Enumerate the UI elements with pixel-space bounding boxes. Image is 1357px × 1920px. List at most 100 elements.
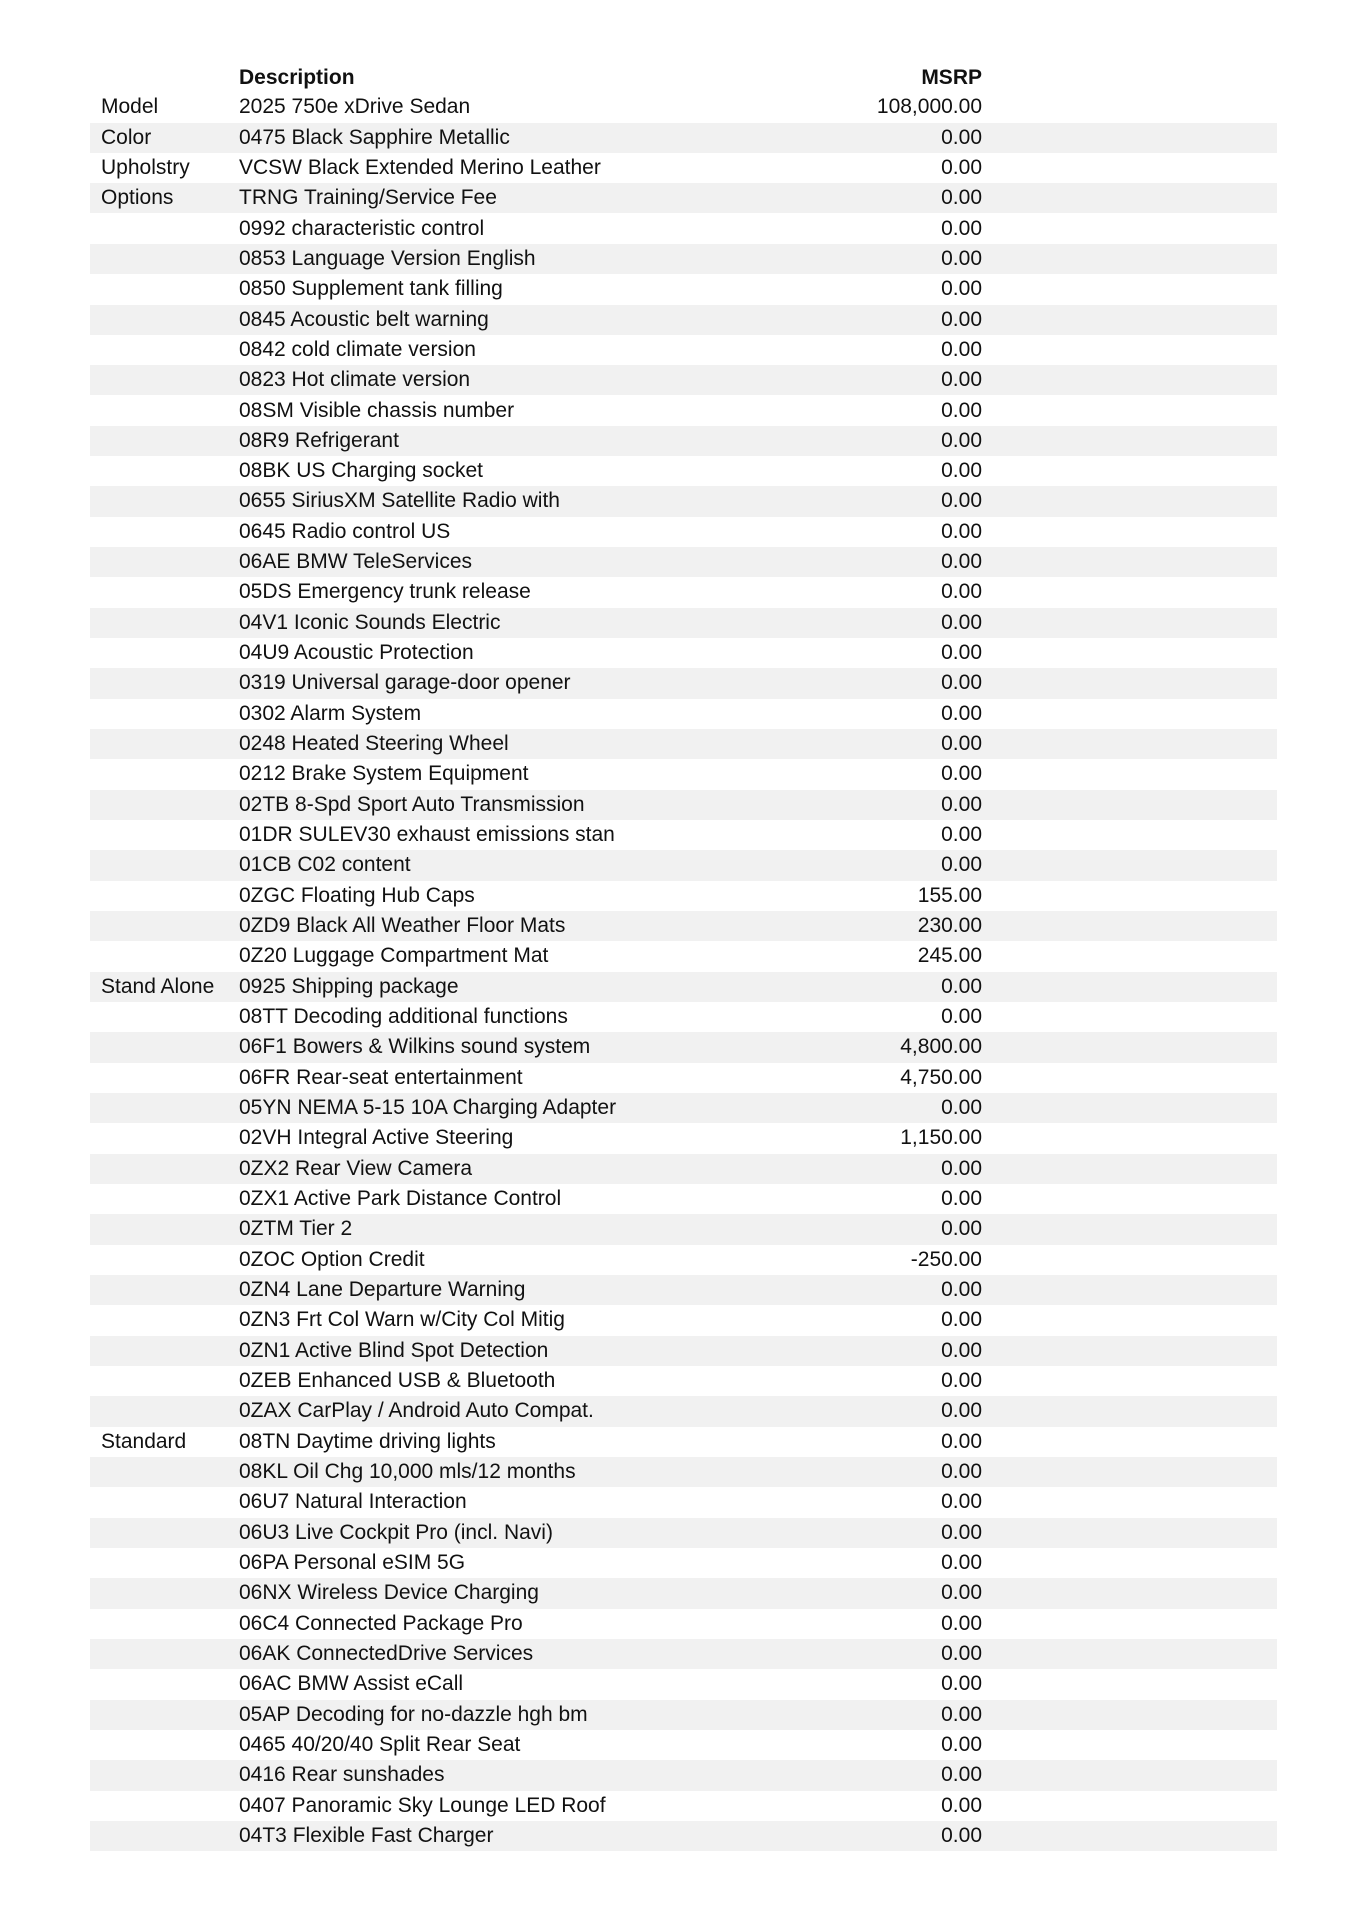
table-row: 0ZX1 Active Park Distance Control 0.00 xyxy=(90,1184,1277,1214)
table-row: Upholstry VCSW Black Extended Merino Leat… xyxy=(90,153,1277,183)
description: 0ZN1 Active Blind Spot Detection xyxy=(239,1338,549,1362)
msrp: 0.00 xyxy=(941,701,982,725)
msrp: 0.00 xyxy=(941,246,982,270)
msrp: 0.00 xyxy=(941,428,982,452)
table-row: 08SM Visible chassis number 0.00 xyxy=(90,396,1277,426)
description: 08R9 Refrigerant xyxy=(239,428,399,452)
msrp: 4,800.00 xyxy=(900,1035,982,1059)
table-row: 06NX Wireless Device Charging 0.00 xyxy=(90,1578,1277,1609)
category: Upholstry xyxy=(101,155,190,179)
table-row: Standard 08TN Daytime driving lights 0.00 xyxy=(90,1427,1277,1457)
description: 08BK US Charging socket xyxy=(239,459,483,483)
table-row: 02TB 8-Spd Sport Auto Transmission 0.00 xyxy=(90,789,1277,821)
table-row: 01CB C02 content 0.00 xyxy=(90,850,1277,881)
msrp: 0.00 xyxy=(941,489,982,513)
msrp: 0.00 xyxy=(941,1551,982,1575)
category: Color xyxy=(101,125,152,149)
table-row: 0212 Brake System Equipment 0.00 xyxy=(90,759,1277,789)
table-row: 06PA Personal eSIM 5G 0.00 xyxy=(90,1548,1277,1578)
description: 0ZAX CarPlay / Android Auto Compat. xyxy=(239,1399,594,1423)
header-msrp: MSRP xyxy=(921,66,982,89)
description: 06AC BMW Assist eCall xyxy=(239,1672,464,1696)
description: 0416 Rear sunshades xyxy=(239,1763,445,1787)
category: Stand Alone xyxy=(101,974,215,998)
description: 0645 Radio control US xyxy=(239,519,451,543)
msrp: 0.00 xyxy=(941,1369,982,1393)
category: Standard xyxy=(101,1429,187,1453)
msrp: 0.00 xyxy=(941,1005,982,1029)
table-row: 08BK US Charging socket 0.00 xyxy=(90,456,1277,486)
description: 05AP Decoding for no-dazzle hgh bm xyxy=(239,1702,588,1726)
description: 06AE BMW TeleServices xyxy=(239,550,473,574)
description: 0ZD9 Black All Weather Floor Mats xyxy=(239,914,566,938)
description: 0ZGC Floating Hub Caps xyxy=(239,883,475,907)
description: 04V1 Iconic Sounds Electric xyxy=(239,610,501,634)
msrp: 0.00 xyxy=(941,853,982,877)
description: 0212 Brake System Equipment xyxy=(239,762,529,786)
description: 05YN NEMA 5-15 10A Charging Adapter xyxy=(239,1096,617,1120)
description: 08SM Visible chassis number xyxy=(239,398,515,422)
msrp: 0.00 xyxy=(941,368,982,392)
msrp: 155.00 xyxy=(917,883,982,907)
table-row: 06U7 Natural Interaction 0.00 xyxy=(90,1487,1277,1517)
msrp: 4,750.00 xyxy=(900,1065,982,1089)
description: 06F1 Bowers & Wilkins sound system xyxy=(239,1035,591,1059)
table-row: Stand Alone 0925 Shipping package 0.00 xyxy=(90,971,1277,1003)
description: TRNG Training/Service Fee xyxy=(239,186,497,210)
msrp: 0.00 xyxy=(941,1187,982,1211)
table-row: 0407 Panoramic Sky Lounge LED Roof 0.00 xyxy=(90,1791,1277,1821)
description: 01CB C02 content xyxy=(239,853,411,877)
table-row: 0845 Acoustic belt warning 0.00 xyxy=(90,304,1277,335)
table-row: 04U9 Acoustic Protection 0.00 xyxy=(90,638,1277,668)
table-row: 0ZN3 Frt Col Warn w/City Col Mitig 0.00 xyxy=(90,1305,1277,1335)
table-row: 0ZX2 Rear View Camera 0.00 xyxy=(90,1153,1277,1185)
msrp: 0.00 xyxy=(941,1702,982,1726)
msrp: 0.00 xyxy=(941,1399,982,1423)
msrp: 0.00 xyxy=(941,1733,982,1757)
msrp: 245.00 xyxy=(917,944,982,968)
msrp: -250.00 xyxy=(910,1247,982,1271)
description: 0842 cold climate version xyxy=(239,337,476,361)
msrp: 0.00 xyxy=(941,1520,982,1544)
msrp: 0.00 xyxy=(941,610,982,634)
description: 0ZEB Enhanced USB & Bluetooth xyxy=(239,1369,556,1393)
table-row: 02VH Integral Active Steering 1,150.00 xyxy=(90,1123,1277,1153)
table-row: 04T3 Flexible Fast Charger 0.00 xyxy=(90,1821,1277,1852)
msrp: 0.00 xyxy=(941,792,982,816)
msrp: 0.00 xyxy=(941,1460,982,1484)
msrp: 0.00 xyxy=(941,1672,982,1696)
msrp: 0.00 xyxy=(941,519,982,543)
description: 0ZOC Option Credit xyxy=(239,1247,425,1271)
msrp: 0.00 xyxy=(941,1096,982,1120)
description: 0925 Shipping package xyxy=(239,974,459,998)
description: 05DS Emergency trunk release xyxy=(239,580,531,604)
description: 06FR Rear-seat entertainment xyxy=(239,1065,523,1089)
description: 06C4 Connected Package Pro xyxy=(239,1611,523,1635)
table-row: 0302 Alarm System 0.00 xyxy=(90,699,1277,729)
description: 04U9 Acoustic Protection xyxy=(239,641,474,665)
msrp: 0.00 xyxy=(941,186,982,210)
msrp: 0.00 xyxy=(941,1763,982,1787)
table-row: 0Z20 Luggage Compartment Mat 245.00 xyxy=(90,941,1277,971)
table-row: 06AE BMW TeleServices 0.00 xyxy=(90,547,1277,578)
table-row: 0ZTM Tier 2 0.00 xyxy=(90,1214,1277,1245)
table-row: 0416 Rear sunshades 0.00 xyxy=(90,1760,1277,1791)
description: 06U7 Natural Interaction xyxy=(239,1490,467,1514)
msrp: 0.00 xyxy=(941,641,982,665)
table-row: Options TRNG Training/Service Fee 0.00 xyxy=(90,183,1277,214)
description: 0248 Heated Steering Wheel xyxy=(239,732,509,756)
msrp: 0.00 xyxy=(941,155,982,179)
table-row: 0ZEB Enhanced USB & Bluetooth 0.00 xyxy=(90,1366,1277,1396)
msrp: 0.00 xyxy=(941,671,982,695)
table-row: 0ZN4 Lane Departure Warning 0.00 xyxy=(90,1275,1277,1306)
category: Model xyxy=(101,95,159,119)
description: 0ZTM Tier 2 xyxy=(239,1217,353,1241)
msrp: 0.00 xyxy=(941,1490,982,1514)
table-row: 0ZN1 Active Blind Spot Detection 0.00 xyxy=(90,1335,1277,1367)
table-row: 0823 Hot climate version 0.00 xyxy=(90,365,1277,396)
msrp: 0.00 xyxy=(941,216,982,240)
description: 0407 Panoramic Sky Lounge LED Roof xyxy=(239,1793,606,1817)
msrp: 0.00 xyxy=(941,550,982,574)
table-row: 0248 Heated Steering Wheel 0.00 xyxy=(90,729,1277,760)
description: 0302 Alarm System xyxy=(239,701,422,725)
